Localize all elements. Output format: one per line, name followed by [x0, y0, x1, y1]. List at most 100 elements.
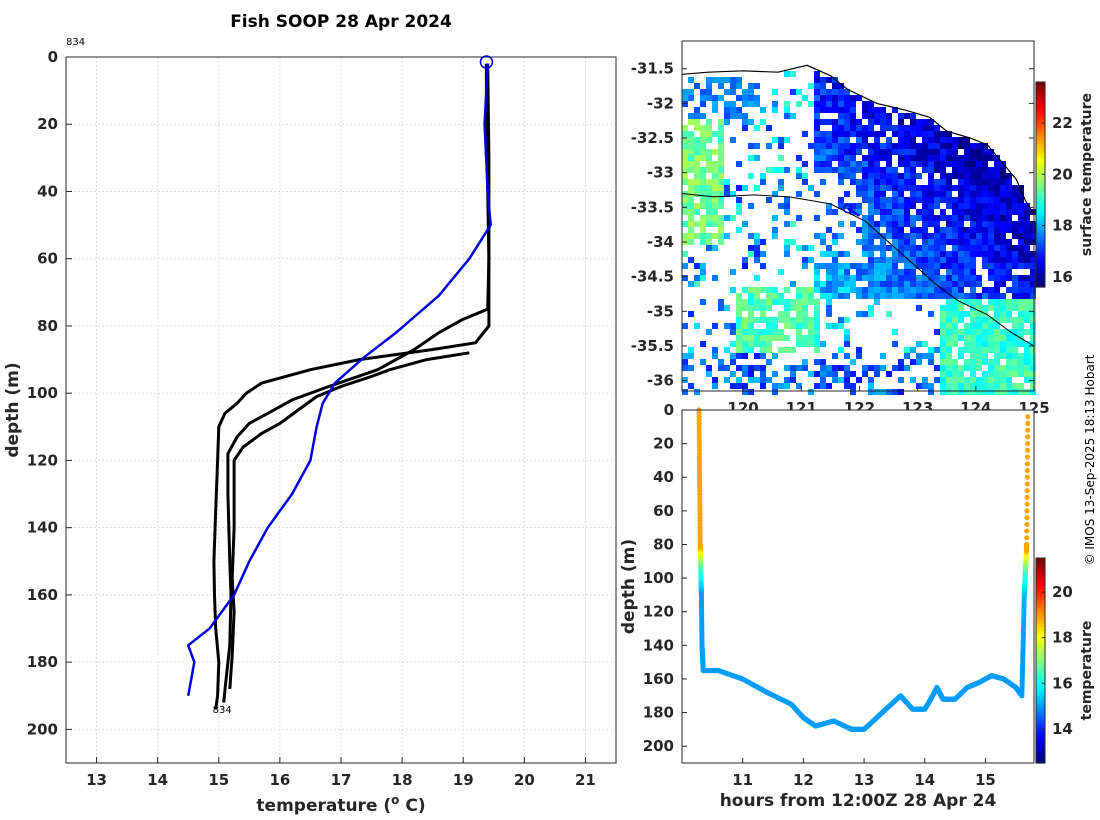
sst-pixel — [850, 107, 856, 113]
sst-pixel — [994, 281, 1000, 287]
sst-pixel — [1012, 347, 1018, 353]
sst-pixel — [700, 239, 706, 245]
sst-pixel — [874, 143, 880, 149]
sst-pixel — [754, 101, 760, 107]
sst-pixel — [808, 257, 814, 263]
sst-pixel — [892, 287, 898, 293]
sst-pixel — [1000, 329, 1006, 335]
section-point — [1025, 441, 1031, 447]
sst-pixel — [940, 185, 946, 191]
sst-pixel — [868, 161, 874, 167]
sst-pixel — [904, 293, 910, 299]
sst-pixel — [958, 185, 964, 191]
sst-pixel — [712, 191, 718, 197]
sst-pixel — [724, 365, 730, 371]
sst-pixel — [748, 155, 754, 161]
sst-pixel — [952, 371, 958, 377]
sst-pixel — [970, 173, 976, 179]
sst-pixel — [898, 239, 904, 245]
sst-pixel — [808, 329, 814, 335]
sst-pixel — [778, 185, 784, 191]
sst-pixel — [694, 275, 700, 281]
sst-pixel — [826, 143, 832, 149]
sst-pixel — [766, 329, 772, 335]
sst-pixel — [736, 113, 742, 119]
sst-pixel — [688, 77, 694, 83]
sst-pixel — [1000, 389, 1006, 395]
sst-pixel — [868, 179, 874, 185]
sst-pixel — [922, 377, 928, 383]
sst-pixel — [682, 323, 688, 329]
sst-pixel — [1012, 299, 1018, 305]
sst-pixel — [1018, 317, 1024, 323]
sst-pixel — [742, 257, 748, 263]
sst-pixel — [958, 305, 964, 311]
sst-pixel — [748, 89, 754, 95]
sst-pixel — [916, 209, 922, 215]
sst-pixel — [976, 161, 982, 167]
sst-pixel — [868, 245, 874, 251]
colorbar-segment — [1036, 143, 1045, 148]
sst-pixel — [832, 263, 838, 269]
sst-pixel — [808, 317, 814, 323]
sst-pixel — [946, 185, 952, 191]
sst-pixel — [700, 125, 706, 131]
sst-pixel — [712, 101, 718, 107]
sst-pixel — [910, 215, 916, 221]
sst-pixel — [880, 143, 886, 149]
sst-pixel — [712, 197, 718, 203]
sst-pixel — [754, 275, 760, 281]
sst-pixel — [784, 365, 790, 371]
sst-pixel — [970, 221, 976, 227]
section-point — [1025, 420, 1031, 426]
sst-pixel — [760, 311, 766, 317]
sst-pixel — [724, 191, 730, 197]
sst-pixel — [862, 191, 868, 197]
sst-pixel — [862, 275, 868, 281]
sst-pixel — [964, 359, 970, 365]
sst-pixel — [958, 281, 964, 287]
sst-pixel — [856, 263, 862, 269]
sst-pixel — [1006, 335, 1012, 341]
sst-pixel — [946, 383, 952, 389]
sst-pixel — [934, 191, 940, 197]
sst-pixel — [940, 131, 946, 137]
sst-pixel — [952, 167, 958, 173]
sst-pixel — [928, 215, 934, 221]
sst-pixel — [826, 161, 832, 167]
sst-pixel — [706, 155, 712, 161]
sst-pixel — [868, 203, 874, 209]
sst-pixel — [820, 281, 826, 287]
sst-pixel — [1006, 179, 1012, 185]
sst-pixel — [832, 155, 838, 161]
sst-pixel — [832, 119, 838, 125]
sst-pixel — [844, 371, 850, 377]
sst-pixel — [880, 245, 886, 251]
sst-pixel — [874, 113, 880, 119]
sst-pixel — [706, 203, 712, 209]
sst-pixel — [970, 161, 976, 167]
sst-pixel — [1000, 203, 1006, 209]
sst-pixel — [808, 245, 814, 251]
sst-pixel — [1006, 227, 1012, 233]
sst-pixel — [916, 341, 922, 347]
sst-pixel — [874, 245, 880, 251]
sst-pixel — [742, 329, 748, 335]
sst-pixel — [958, 257, 964, 263]
sst-pixel — [1018, 353, 1024, 359]
sst-pixel — [946, 233, 952, 239]
sst-pixel — [736, 227, 742, 233]
sst-pixel — [868, 185, 874, 191]
sst-pixel — [688, 161, 694, 167]
sst-pixel — [736, 353, 742, 359]
sst-pixel — [946, 371, 952, 377]
sst-pixel — [928, 125, 934, 131]
sst-pixel — [850, 155, 856, 161]
sst-pixel — [880, 209, 886, 215]
sst-pixel — [982, 197, 988, 203]
colorbar-segment — [1036, 756, 1045, 761]
sst-pixel — [970, 377, 976, 383]
sst-pixel — [982, 353, 988, 359]
sst-pixel — [862, 197, 868, 203]
sst-pixel — [1018, 287, 1024, 293]
